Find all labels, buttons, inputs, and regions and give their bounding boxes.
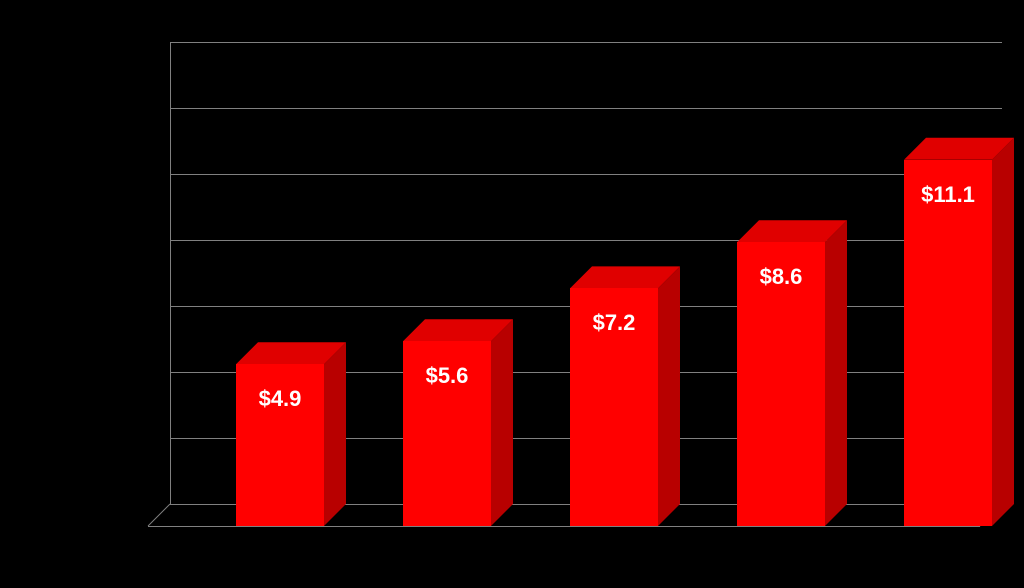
bar-value-label: $7.2 — [570, 310, 658, 336]
bar-value-label: $8.6 — [737, 264, 825, 290]
bar-value-label: $5.6 — [403, 363, 491, 389]
floor-diagonal-left — [0, 0, 1024, 588]
grid-line — [170, 108, 1002, 109]
bar-value-label: $11.1 — [904, 182, 992, 208]
grid-line — [170, 174, 1002, 175]
grid-line — [170, 240, 1002, 241]
grid-line — [170, 42, 1002, 43]
bar-3d-faces — [0, 0, 1024, 588]
chart-stage: $4.9 $5.6 $7.2 $8.6 $11.1 — [0, 0, 1024, 588]
bar — [904, 160, 992, 526]
bar-3d-faces — [0, 0, 1024, 588]
plot-left-border — [170, 42, 171, 504]
bar-3d-faces — [0, 0, 1024, 588]
bar-3d-faces — [0, 0, 1024, 588]
bar-3d-faces — [0, 0, 1024, 588]
floor-line — [148, 526, 980, 527]
bar-value-label: $4.9 — [236, 386, 324, 412]
